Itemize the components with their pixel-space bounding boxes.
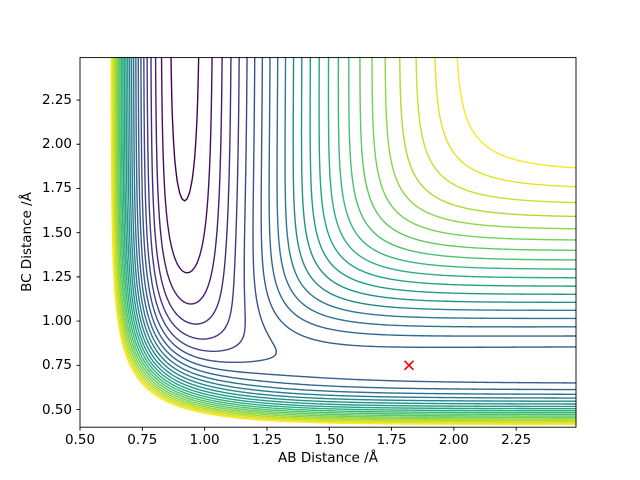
x-tick-label: 1.00: [189, 432, 220, 448]
x-tick-label: 0.50: [64, 432, 96, 448]
x-tick-label: 2.25: [501, 432, 532, 448]
x-tick-label: 1.50: [314, 432, 345, 448]
x-tick-label: 1.75: [376, 432, 407, 448]
x-tick-label: 0.75: [127, 432, 158, 448]
y-tick-label: 1.25: [41, 268, 72, 285]
x-tick-label: 1.25: [251, 432, 282, 448]
y-axis-label-text: BC Distance /Å: [19, 192, 35, 292]
y-tick-label: 1.75: [41, 180, 72, 197]
y-tick-label: 0.75: [41, 357, 72, 374]
y-tick-label: 2.25: [41, 92, 72, 109]
y-tick-label: 0.50: [41, 401, 72, 418]
y-tick-label: 1.00: [41, 313, 72, 330]
y-tick-label: 2.00: [41, 136, 72, 153]
y-tick-label: 1.50: [41, 224, 72, 241]
x-tick-label: 2.00: [438, 432, 469, 448]
x-axis-label: AB Distance /Å: [278, 450, 378, 466]
